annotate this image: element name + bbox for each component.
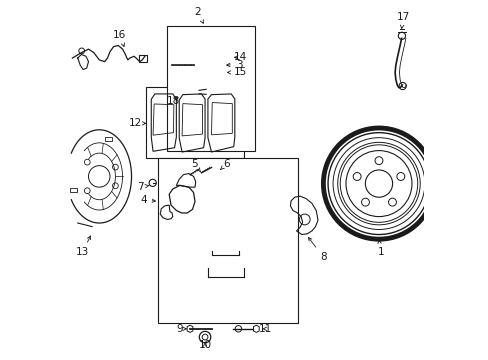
Bar <box>158 158 298 323</box>
Text: 1: 1 <box>377 240 383 257</box>
Text: 9: 9 <box>176 324 186 334</box>
Text: 15: 15 <box>227 67 247 77</box>
Text: 2: 2 <box>194 7 203 23</box>
Bar <box>145 87 244 158</box>
Text: 12: 12 <box>128 118 145 128</box>
Text: 10: 10 <box>198 340 211 350</box>
Text: 13: 13 <box>76 236 90 257</box>
Text: 18: 18 <box>166 96 180 106</box>
Bar <box>167 26 255 151</box>
Text: 5: 5 <box>191 159 200 172</box>
Bar <box>70 188 77 192</box>
Text: 11: 11 <box>258 324 271 334</box>
Text: 3: 3 <box>226 59 242 69</box>
Text: 14: 14 <box>233 52 246 62</box>
Text: 17: 17 <box>396 12 409 28</box>
Text: 6: 6 <box>220 159 229 170</box>
Bar <box>105 137 112 141</box>
Text: 7: 7 <box>137 182 149 192</box>
Text: 8: 8 <box>308 238 326 262</box>
Text: 16: 16 <box>113 30 126 46</box>
Bar <box>139 55 146 62</box>
Text: 4: 4 <box>140 195 155 205</box>
